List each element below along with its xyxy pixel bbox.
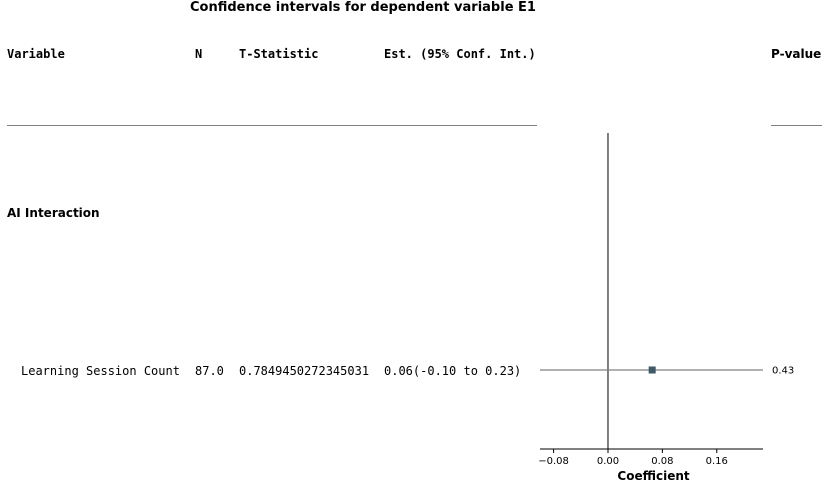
x-tick-label: −0.08 <box>538 456 569 467</box>
header-n: N <box>195 47 203 61</box>
header-variable: Variable <box>7 47 65 61</box>
header-rule-right <box>771 125 822 126</box>
row-t-statistic: 0.7849450272345031 <box>239 364 370 378</box>
row-estimate: 0.06(-0.10 to 0.23) <box>384 364 522 378</box>
header-p-value: P-value <box>771 47 822 61</box>
x-tick-label: 0.16 <box>706 456 728 467</box>
chart-title: Confidence intervals for dependent varia… <box>190 0 536 15</box>
estimate-marker <box>648 366 656 374</box>
row-variable: Learning Session Count <box>21 364 180 378</box>
header-estimate: Est. (95% Conf. Int.) <box>384 47 536 61</box>
x-tick-label: 0.00 <box>597 456 619 467</box>
group-label: AI Interaction <box>7 206 100 220</box>
p-value-label: 0.43 <box>772 366 794 377</box>
header-t-statistic: T-Statistic <box>239 47 319 61</box>
x-tick-label: 0.08 <box>651 456 673 467</box>
row-n: 87.0 <box>195 364 224 378</box>
x-axis-label: Coefficient <box>617 469 689 483</box>
header-rule-left <box>7 125 537 126</box>
